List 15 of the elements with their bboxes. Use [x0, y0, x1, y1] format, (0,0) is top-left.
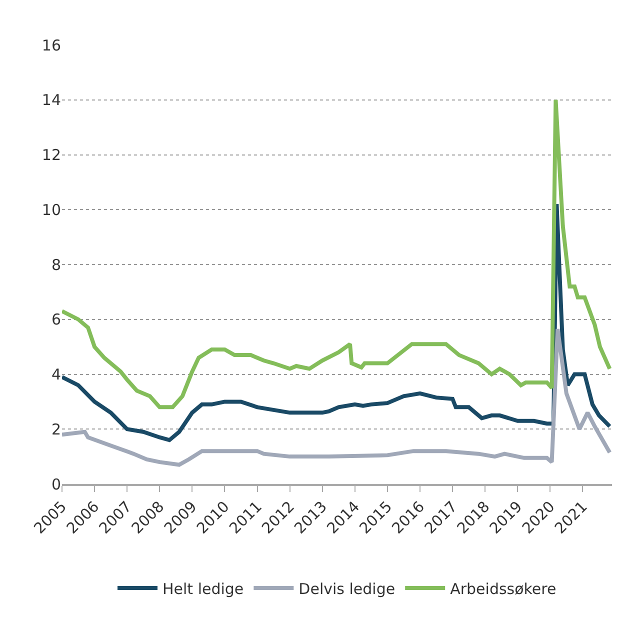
y-tick-label: 8 [51, 256, 61, 274]
y-tick-label: 6 [51, 310, 61, 329]
line-series [62, 202, 612, 442]
y-tick-label: 4 [51, 366, 61, 384]
y-tick-label: 16 [42, 36, 61, 54]
y-tick-label: 12 [42, 146, 61, 164]
line-series [62, 326, 612, 467]
y-tick-label: 10 [42, 200, 61, 219]
y-tick-label: 0 [51, 475, 61, 494]
y-tick-label: 14 [42, 91, 61, 110]
line-series [62, 98, 612, 410]
legend-label: Arbeidssøkere [450, 580, 556, 598]
legend-label: Delvis ledige [298, 580, 396, 598]
y-tick-label: 2 [51, 420, 61, 438]
legend-label: Helt ledige [162, 580, 244, 598]
